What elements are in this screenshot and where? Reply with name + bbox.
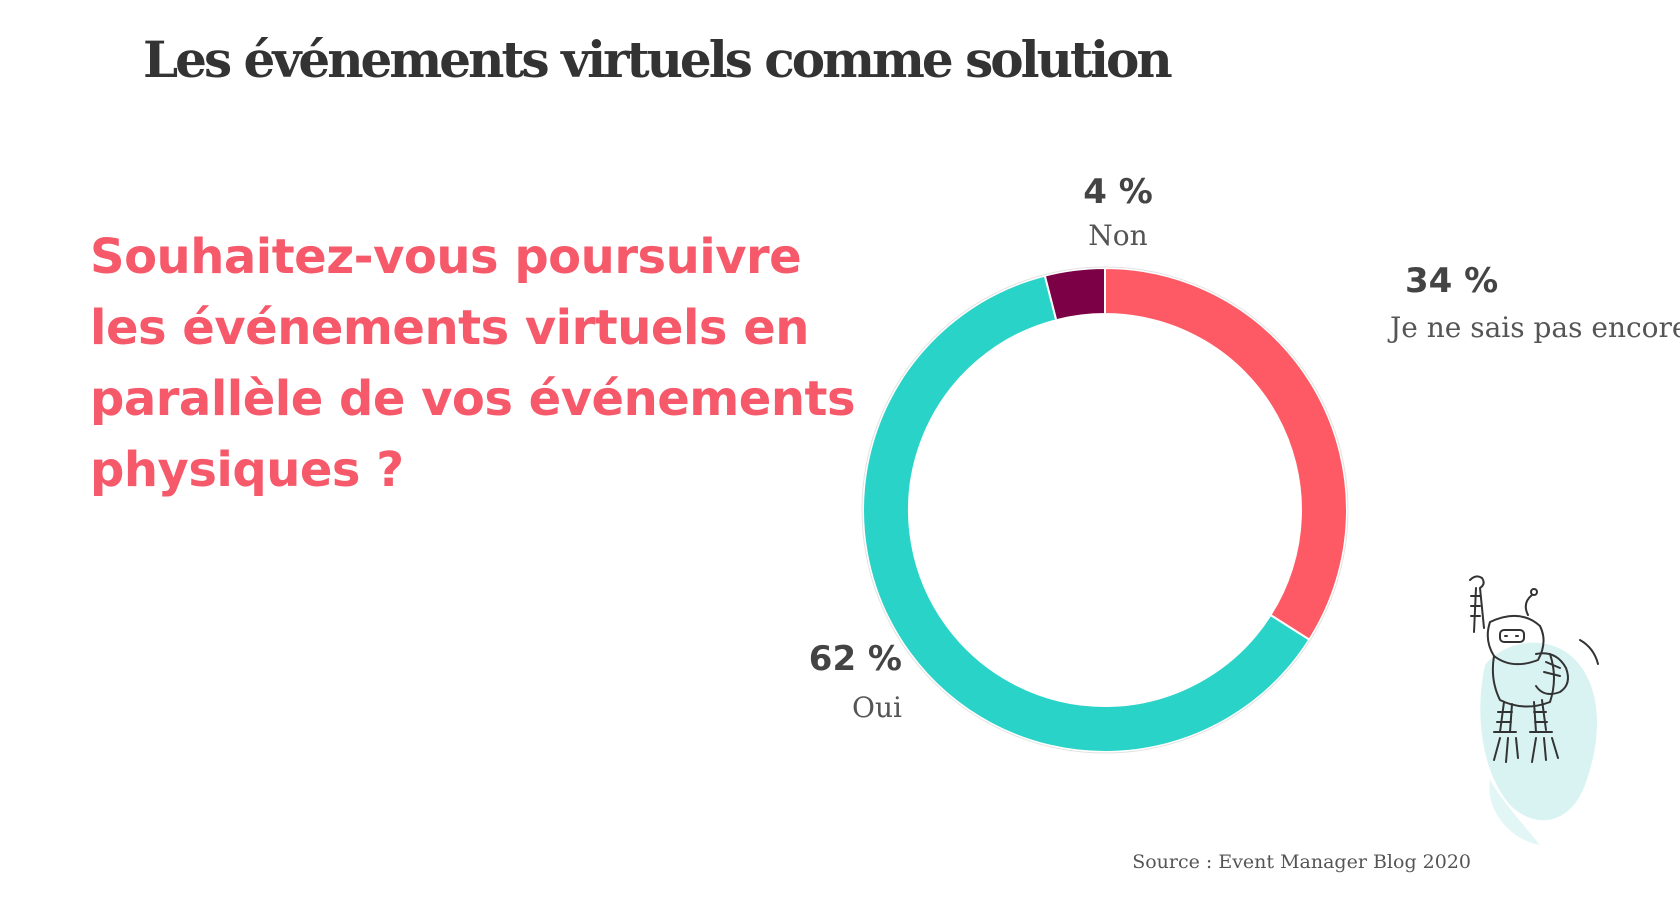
question-line: parallèle de vos événements <box>90 371 856 427</box>
donut-outline <box>861 266 1349 754</box>
question-line: physiques ? <box>90 442 404 498</box>
source-note: Source : Event Manager Blog 2020 <box>1132 851 1471 873</box>
donut-slice-oui <box>862 274 1311 753</box>
slice-category-label: Non <box>1088 219 1147 252</box>
donut-slice-je-ne-sais-pas-encore <box>1104 266 1348 642</box>
survey-question: Souhaitez-vous poursuivre les événements… <box>90 222 870 506</box>
slice-value-label: 34 % <box>1405 261 1498 301</box>
slice-category-label: Oui <box>852 691 902 724</box>
slice-value-label: 4 % <box>1083 172 1153 212</box>
question-line: les événements virtuels en <box>90 300 809 356</box>
slice-category-label: Je ne sais pas encore <box>1387 311 1680 344</box>
donut-slice-non <box>1043 266 1106 322</box>
question-line: Souhaitez-vous poursuivre <box>90 229 802 285</box>
slice-value-label: 62 % <box>809 639 902 679</box>
jetpack-robot-icon <box>1469 575 1599 845</box>
page-title: Les événements virtuels comme solution <box>143 30 1173 89</box>
